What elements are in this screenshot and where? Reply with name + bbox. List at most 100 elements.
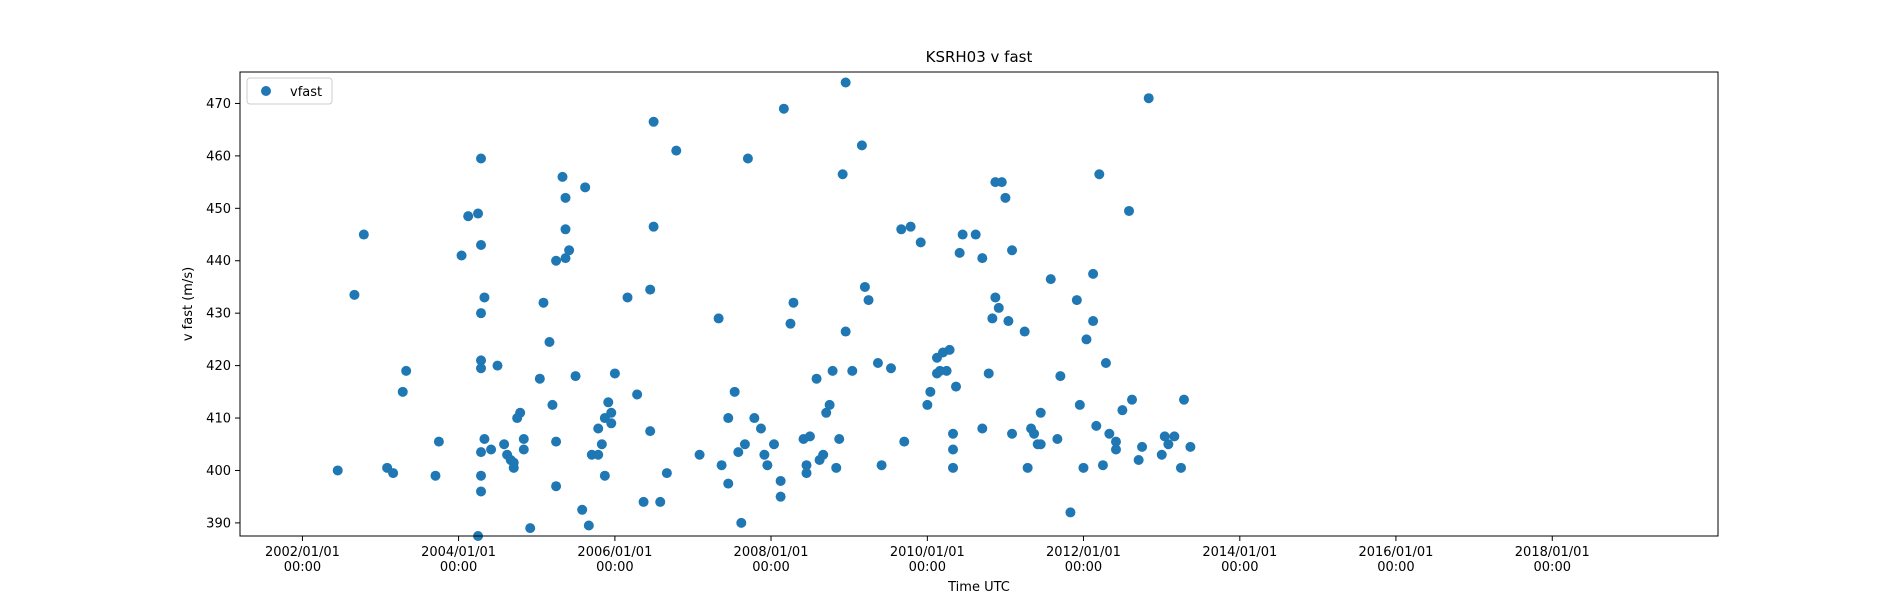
data-point <box>463 211 473 221</box>
data-point <box>1157 450 1167 460</box>
data-point <box>886 363 896 373</box>
data-point <box>805 431 815 441</box>
data-point <box>776 476 786 486</box>
data-point <box>723 413 733 423</box>
data-point <box>479 434 489 444</box>
data-point <box>561 193 571 203</box>
data-point <box>1144 93 1154 103</box>
data-point <box>899 437 909 447</box>
data-point <box>1098 460 1108 470</box>
chart-title: KSRH03 v fast <box>926 48 1033 66</box>
data-point <box>571 371 581 381</box>
data-point <box>551 481 561 491</box>
data-point <box>479 292 489 302</box>
x-tick-label: 2002/01/01 <box>265 545 340 560</box>
x-tick-label: 2004/01/01 <box>421 545 496 560</box>
data-point <box>916 237 926 247</box>
data-point <box>577 505 587 515</box>
data-point <box>519 444 529 454</box>
data-point <box>649 117 659 127</box>
data-point <box>1101 358 1111 368</box>
data-point <box>997 177 1007 187</box>
x-tick-time-label: 00:00 <box>1065 560 1102 575</box>
data-point <box>847 366 857 376</box>
data-point <box>671 146 681 156</box>
data-point <box>788 298 798 308</box>
data-point <box>812 374 822 384</box>
data-point <box>1088 269 1098 279</box>
data-point <box>838 169 848 179</box>
data-point <box>333 465 343 475</box>
data-point <box>1036 408 1046 418</box>
data-point <box>945 345 955 355</box>
data-point <box>499 439 509 449</box>
x-tick-label: 2010/01/01 <box>890 545 965 560</box>
data-point <box>359 230 369 240</box>
data-point <box>994 303 1004 313</box>
data-point <box>1007 245 1017 255</box>
x-axis-label: Time UTC <box>947 580 1010 595</box>
data-point <box>544 337 554 347</box>
data-point <box>948 463 958 473</box>
data-point <box>776 492 786 502</box>
data-point <box>756 424 766 434</box>
data-point <box>1104 429 1114 439</box>
data-point <box>476 363 486 373</box>
legend-marker <box>261 86 271 96</box>
data-point <box>951 382 961 392</box>
data-point <box>977 424 987 434</box>
data-point <box>815 455 825 465</box>
data-point <box>1072 295 1082 305</box>
data-point <box>473 209 483 219</box>
data-point <box>831 463 841 473</box>
data-point <box>948 429 958 439</box>
data-point <box>802 460 812 470</box>
data-point <box>1020 327 1030 337</box>
data-point <box>632 389 642 399</box>
y-tick-label: 470 <box>206 97 231 112</box>
data-point <box>1094 169 1104 179</box>
data-point <box>723 479 733 489</box>
data-point <box>1179 395 1189 405</box>
y-tick-label: 430 <box>206 307 231 322</box>
data-point <box>1134 455 1144 465</box>
data-point <box>743 154 753 164</box>
data-point <box>349 290 359 300</box>
data-point <box>857 140 867 150</box>
data-point <box>922 400 932 410</box>
data-point <box>971 230 981 240</box>
data-point <box>714 313 724 323</box>
data-point <box>864 295 874 305</box>
data-point <box>515 408 525 418</box>
data-point <box>1036 439 1046 449</box>
y-tick-label: 450 <box>206 202 231 217</box>
data-point <box>564 245 574 255</box>
data-point <box>486 444 496 454</box>
data-point <box>860 282 870 292</box>
data-point <box>896 224 906 234</box>
data-point <box>834 434 844 444</box>
data-point <box>717 460 727 470</box>
data-point <box>769 439 779 449</box>
data-point <box>1052 434 1062 444</box>
data-point <box>730 387 740 397</box>
data-point <box>551 256 561 266</box>
data-point <box>942 366 952 376</box>
data-point <box>434 437 444 447</box>
x-tick-label: 2012/01/01 <box>1046 545 1121 560</box>
data-point <box>948 444 958 454</box>
y-tick-label: 400 <box>206 464 231 479</box>
data-point <box>695 450 705 460</box>
data-point <box>547 400 557 410</box>
data-point <box>1023 463 1033 473</box>
data-point <box>509 463 519 473</box>
data-point <box>492 361 502 371</box>
data-point <box>1137 442 1147 452</box>
data-point <box>1111 444 1121 454</box>
data-point <box>955 248 965 258</box>
data-point <box>476 240 486 250</box>
data-point <box>662 468 672 478</box>
data-point <box>538 298 548 308</box>
data-point <box>779 104 789 114</box>
data-point <box>593 450 603 460</box>
